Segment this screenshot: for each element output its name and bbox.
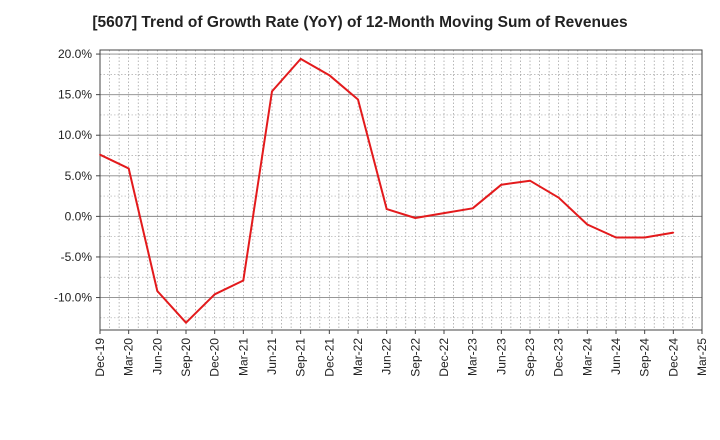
x-tick-label: Mar-21 (236, 338, 250, 376)
x-tick-label: Jun-20 (150, 338, 164, 375)
x-tick-label: Sep-20 (179, 338, 193, 377)
x-tick-label: Dec-24 (666, 338, 680, 377)
data-point (328, 74, 331, 76)
data-point (185, 321, 187, 324)
x-tick-label: Sep-21 (294, 338, 308, 377)
data-point (471, 207, 474, 210)
x-tick-label: Mar-23 (466, 338, 480, 376)
data-point (127, 167, 130, 170)
x-axis: Dec-19 Mar-20 Jun-20 Sep-20 Dec-20 Mar-21 Jun-… (93, 330, 709, 377)
y-tick-label: 20.0% (58, 47, 92, 61)
x-tick-label: Mar-24 (580, 338, 594, 376)
x-tick-label: Dec-19 (93, 338, 107, 377)
data-point (586, 223, 589, 226)
data-point (643, 236, 646, 239)
x-tick-label: Dec-23 (552, 338, 566, 377)
data-point (271, 90, 273, 93)
data-point (529, 179, 531, 182)
data-point (385, 208, 388, 210)
y-tick-label: 5.0% (65, 169, 93, 183)
chart-title: [5607] Trend of Growth Rate (YoY) of 12-… (92, 14, 628, 31)
y-tick-label: 0.0% (65, 209, 93, 223)
x-tick-label: Sep-22 (408, 338, 422, 377)
data-point (672, 231, 675, 234)
data-point (414, 217, 417, 219)
grid-layer (100, 50, 702, 330)
data-point (615, 236, 617, 239)
data-point (500, 183, 503, 186)
x-tick-label: Dec-22 (437, 338, 451, 377)
x-tick-label: Mar-22 (351, 338, 365, 376)
x-tick-label: Dec-21 (322, 338, 336, 377)
y-tick-label: 15.0% (58, 88, 92, 102)
data-point (99, 153, 101, 156)
x-tick-label: Mar-20 (122, 338, 136, 376)
y-tick-label: -10.0% (54, 291, 92, 305)
data-point (299, 58, 302, 60)
series-layer (99, 57, 675, 324)
y-axis: 20.0% 15.0% 10.0% 5.0% 0.0% -5.0% -10.0% (54, 47, 100, 305)
y-tick-label: 10.0% (58, 128, 92, 142)
x-tick-label: Jun-22 (380, 338, 394, 375)
data-point (443, 212, 445, 214)
x-tick-label: Jun-23 (494, 338, 508, 375)
data-point (156, 290, 159, 292)
data-point (357, 98, 359, 101)
x-tick-label: Sep-23 (523, 338, 537, 377)
plot-frame (99, 49, 703, 331)
data-point (213, 293, 216, 296)
data-point (557, 196, 560, 199)
y-tick-label: -5.0% (61, 250, 93, 264)
x-tick-label: Sep-24 (638, 338, 652, 377)
x-tick-label: Dec-20 (208, 338, 222, 377)
x-tick-label: Jun-24 (609, 338, 623, 375)
data-point (242, 279, 245, 282)
x-tick-label: Mar-25 (695, 338, 709, 376)
x-tick-label: Jun-21 (265, 338, 279, 375)
